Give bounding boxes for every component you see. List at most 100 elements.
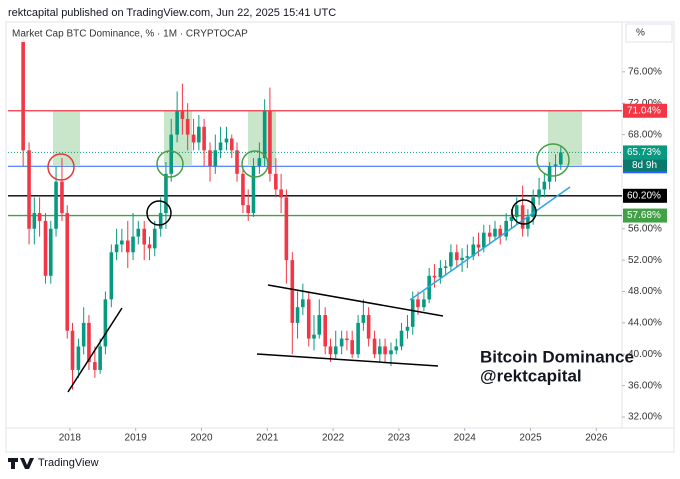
candle-body bbox=[81, 322, 86, 347]
candle-body bbox=[109, 252, 114, 300]
candle-body bbox=[378, 346, 382, 355]
brand-name: TradingView bbox=[38, 457, 99, 469]
y-tick-label: 32.00% bbox=[628, 412, 662, 423]
candle-body bbox=[333, 346, 338, 355]
zone bbox=[53, 111, 80, 165]
candle-body bbox=[202, 126, 206, 151]
y-tick-label: 48.00% bbox=[628, 286, 662, 297]
candle-body bbox=[312, 334, 316, 339]
candle-body bbox=[558, 152, 563, 165]
candle-body bbox=[547, 165, 552, 182]
candle-body bbox=[306, 299, 311, 339]
candle-body bbox=[175, 111, 179, 135]
candle-body bbox=[87, 322, 91, 363]
candle-body bbox=[301, 299, 305, 308]
candle-body bbox=[443, 266, 448, 268]
unit-button-label[interactable]: % bbox=[636, 28, 645, 39]
candle-body bbox=[455, 252, 459, 261]
candle-body bbox=[54, 181, 58, 229]
candle-body bbox=[471, 244, 476, 257]
candle-body bbox=[460, 257, 464, 261]
candle-body bbox=[152, 228, 157, 249]
x-tick-label: 2023 bbox=[388, 433, 411, 444]
candle-body bbox=[438, 267, 443, 278]
candle-body bbox=[383, 346, 387, 355]
candle-body bbox=[213, 150, 218, 166]
candle-body bbox=[504, 220, 508, 237]
candle-body bbox=[32, 213, 37, 229]
candle-body bbox=[537, 189, 541, 198]
candle-body bbox=[295, 307, 300, 323]
y-tick-label: 44.00% bbox=[628, 318, 662, 329]
candle-body bbox=[229, 138, 234, 151]
candle-body bbox=[356, 322, 360, 355]
countdown-label: 8d 9h bbox=[632, 160, 657, 171]
candle-body bbox=[60, 181, 64, 214]
level-box bbox=[623, 188, 667, 203]
candle-body bbox=[290, 260, 295, 323]
candle-body bbox=[372, 338, 377, 355]
circle-marker bbox=[241, 150, 269, 178]
trend-line bbox=[267, 284, 444, 317]
candle-body bbox=[350, 340, 354, 355]
candle-body bbox=[241, 173, 245, 206]
candle-body bbox=[399, 330, 404, 347]
candle-body bbox=[542, 181, 547, 190]
level-label: 71.04% bbox=[627, 105, 661, 116]
candle-body bbox=[410, 299, 415, 327]
annotation: Bitcoin Dominance bbox=[480, 347, 634, 366]
circle-marker bbox=[146, 200, 172, 226]
candle-body bbox=[323, 315, 328, 347]
candle-body bbox=[65, 213, 70, 331]
candle-body bbox=[394, 346, 399, 351]
candle-body bbox=[98, 346, 102, 370]
candle-body bbox=[509, 216, 514, 221]
annotation: @rektcapital bbox=[480, 366, 582, 385]
level-box bbox=[623, 103, 667, 118]
candle-body bbox=[76, 346, 81, 370]
x-tick-label: 2021 bbox=[256, 433, 279, 444]
candle-body bbox=[520, 205, 525, 229]
candle-body bbox=[531, 197, 535, 217]
candle-body bbox=[218, 142, 223, 151]
candle-body bbox=[427, 275, 431, 300]
candle-body bbox=[389, 350, 393, 355]
candle-body bbox=[274, 173, 278, 190]
candle-body bbox=[43, 220, 48, 276]
candle-body bbox=[465, 256, 470, 258]
unit-button[interactable] bbox=[625, 23, 673, 43]
candle-body bbox=[487, 232, 492, 237]
y-tick-label: 36.00% bbox=[628, 380, 662, 391]
x-tick-label: 2024 bbox=[454, 433, 477, 444]
candle-body bbox=[432, 275, 437, 278]
trend-line bbox=[67, 307, 123, 393]
plot bbox=[8, 36, 622, 390]
publish-header: rektcapital published on TradingView.com… bbox=[8, 7, 336, 19]
x-tick-label: 2019 bbox=[125, 433, 148, 444]
candle-body bbox=[493, 228, 497, 237]
candle-body bbox=[268, 111, 272, 174]
drawings bbox=[47, 143, 571, 393]
zone bbox=[248, 111, 276, 165]
circle-marker bbox=[47, 153, 75, 181]
chart-frame bbox=[5, 21, 675, 453]
candle-body bbox=[169, 134, 174, 174]
candle-body bbox=[279, 189, 283, 198]
candle-body bbox=[257, 158, 262, 166]
candle-body bbox=[197, 126, 201, 143]
x-tick-label: 2018 bbox=[59, 433, 82, 444]
candle-body bbox=[235, 150, 239, 174]
countdown-box bbox=[623, 159, 667, 172]
candle-body bbox=[120, 240, 124, 245]
y-tick-label: 56.00% bbox=[628, 223, 662, 234]
candle-body bbox=[553, 164, 558, 166]
candle-body bbox=[48, 228, 53, 276]
candle-body bbox=[251, 165, 256, 214]
candle-body bbox=[449, 252, 453, 267]
candle-body bbox=[366, 315, 371, 339]
candle-body bbox=[339, 338, 344, 347]
circle-marker bbox=[511, 199, 537, 225]
candle-body bbox=[422, 299, 426, 308]
chart-title: Market Cap BTC Dominance, % · 1M · CRYPT… bbox=[12, 29, 248, 40]
